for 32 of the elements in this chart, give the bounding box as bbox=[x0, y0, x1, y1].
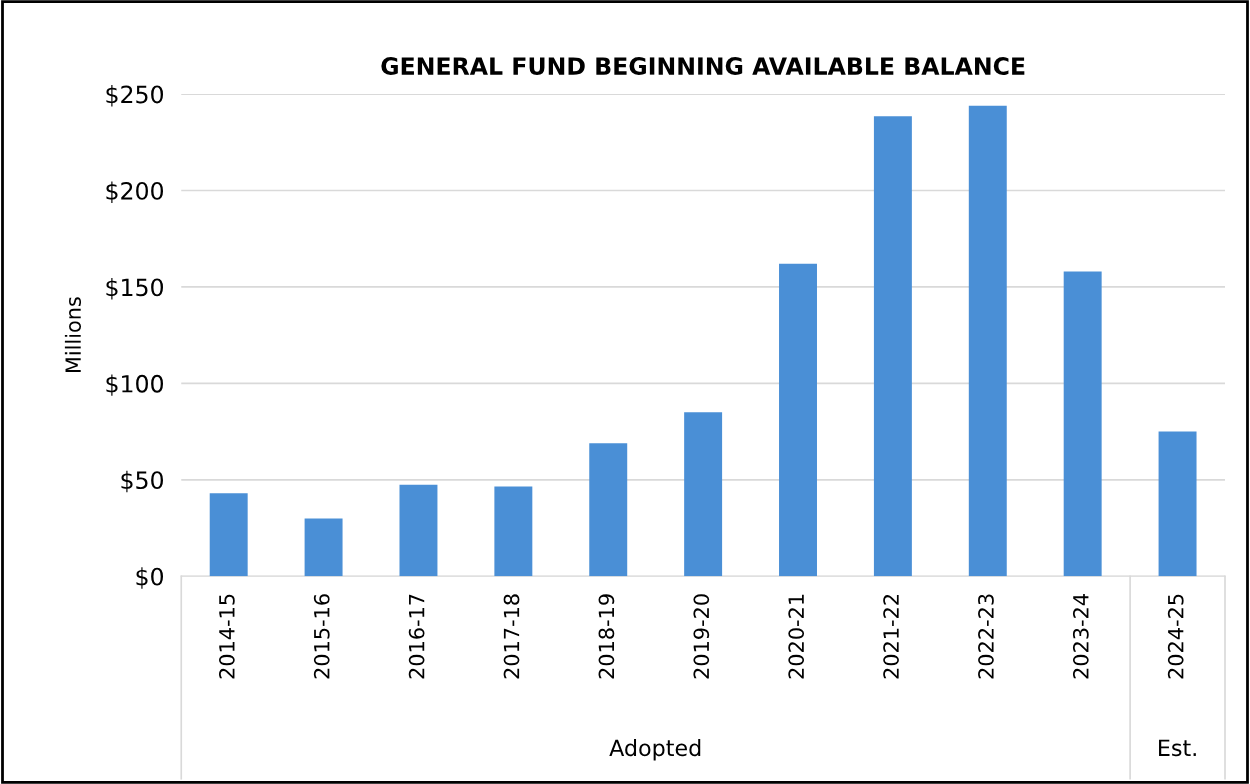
y-tick-label: $250 bbox=[106, 85, 164, 107]
x-tick-label: 2020-21 bbox=[788, 594, 805, 679]
bar bbox=[1158, 431, 1197, 577]
x-tick-label: 2024-25 bbox=[1167, 594, 1184, 679]
x-tick-label: 2014-15 bbox=[218, 594, 235, 679]
x-tick-label: 2016-17 bbox=[408, 594, 425, 679]
chart-title: GENERAL FUND BEGINNING AVAILABLE BALANCE bbox=[381, 57, 1025, 75]
bar bbox=[968, 105, 1007, 577]
x-tick-label: 2017-18 bbox=[503, 594, 520, 679]
bar bbox=[209, 493, 248, 577]
x-tick-label: 2018-19 bbox=[598, 594, 615, 679]
x-tick-label: 2019-20 bbox=[693, 594, 710, 679]
x-tick-label: 2023-24 bbox=[1072, 594, 1089, 679]
bar bbox=[779, 263, 817, 577]
bar bbox=[589, 443, 628, 577]
x-tick-label: 2015-16 bbox=[313, 594, 330, 679]
y-tick-label: $50 bbox=[121, 470, 164, 493]
bar bbox=[1063, 271, 1102, 577]
y-tick-label: $0 bbox=[136, 567, 164, 589]
text: Est. bbox=[1159, 739, 1196, 757]
bar bbox=[304, 518, 343, 577]
y-tick-label: $200 bbox=[106, 181, 164, 203]
bar bbox=[684, 412, 723, 577]
y-axis-title: Millions bbox=[64, 297, 82, 373]
y-tick-label: $100 bbox=[106, 374, 164, 396]
x-tick-label: 2022-23 bbox=[978, 594, 994, 679]
y-tick-label: $150 bbox=[106, 277, 164, 300]
bar bbox=[399, 484, 438, 577]
bar bbox=[873, 116, 912, 577]
bar bbox=[494, 486, 533, 577]
text: Adopted bbox=[609, 739, 701, 761]
x-tick-label: 2021-22 bbox=[883, 594, 899, 679]
